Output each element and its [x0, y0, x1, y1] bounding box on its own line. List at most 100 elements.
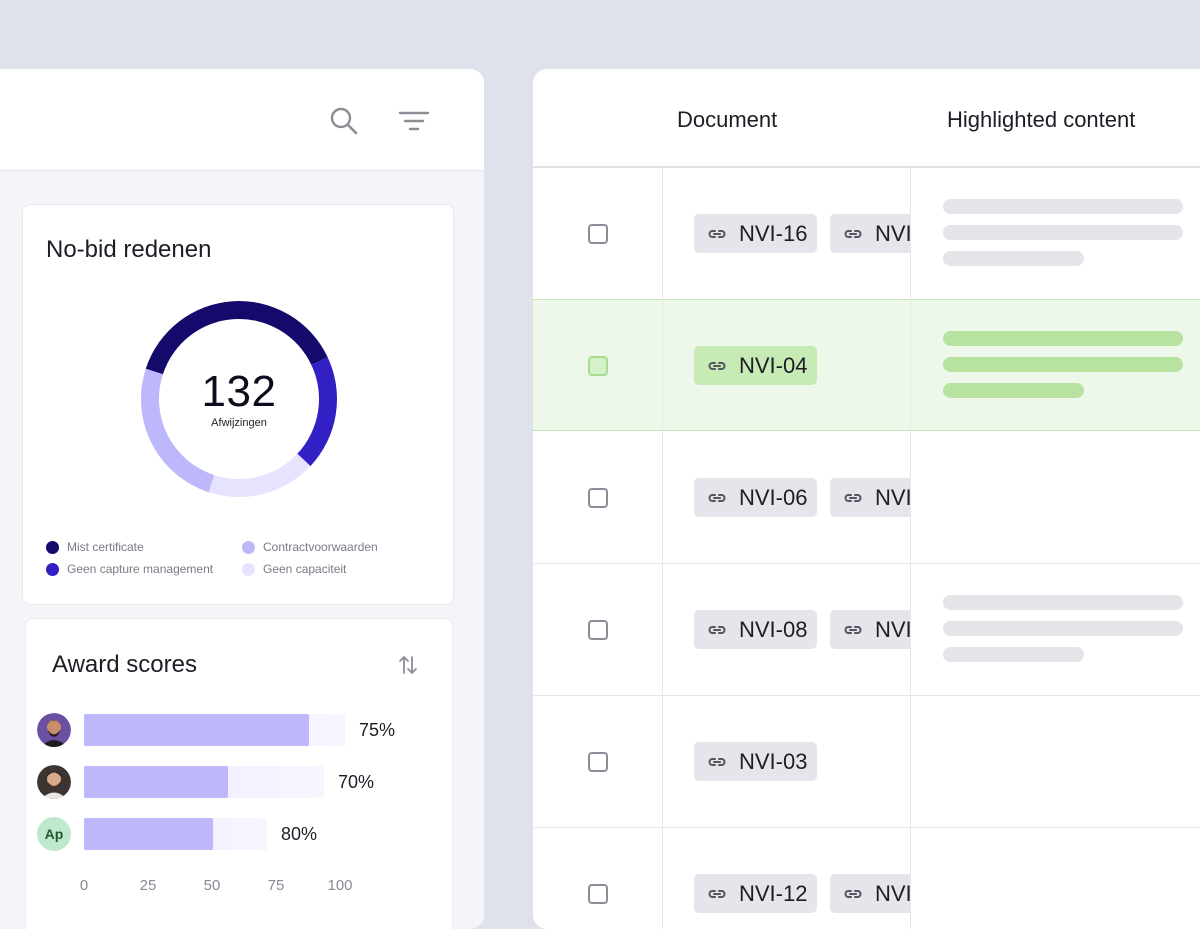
- link-icon: [708, 361, 726, 370]
- no-bid-donut-chart: 132 Afwijzingen: [129, 289, 349, 509]
- score-bar-fill: [84, 714, 309, 746]
- column-divider: [910, 168, 911, 929]
- content-placeholder-line: [943, 331, 1183, 346]
- legend-dot: [46, 562, 59, 576]
- axis-tick: 75: [267, 877, 285, 894]
- document-link-chip[interactable]: NVI: [830, 610, 910, 649]
- document-id: NVI-06: [739, 484, 808, 510]
- axis-tick: 25: [139, 877, 157, 894]
- legend-dot: [242, 540, 255, 554]
- avatar: [37, 765, 71, 799]
- score-bar-fill: [84, 766, 228, 798]
- document-link-chip[interactable]: NVI-06: [694, 478, 818, 517]
- document-id: NVI-12: [739, 880, 808, 906]
- table-row[interactable]: NVI-04: [533, 299, 1200, 431]
- column-divider: [662, 168, 663, 929]
- donut-slice[interactable]: [297, 357, 337, 467]
- donut-center: 132 Afwijzingen: [129, 289, 349, 509]
- axis-tick: 50: [203, 877, 221, 894]
- score-value: 80%: [281, 824, 318, 844]
- document-link-chip[interactable]: NVI: [830, 478, 910, 517]
- sort-arrows-icon[interactable]: [388, 645, 428, 685]
- legend-item: Mist certificate: [46, 539, 144, 555]
- avatar: [37, 713, 71, 747]
- link-icon: [708, 757, 726, 766]
- document-link-chip[interactable]: NVI-03: [694, 742, 818, 781]
- avatar-initials: Ap: [37, 817, 71, 851]
- row-checkbox[interactable]: [588, 752, 608, 772]
- row-checkbox[interactable]: [588, 356, 608, 376]
- donut-svg: [141, 300, 337, 497]
- legend-label: Mist certificate: [67, 540, 144, 554]
- link-icon: [708, 493, 726, 502]
- document-id: NVI-03: [739, 748, 808, 774]
- no-bid-card: No-bid redenen 132 Afwijzingen Mist cert…: [22, 204, 454, 605]
- document-id: NVI: [875, 220, 910, 246]
- row-checkbox[interactable]: [588, 488, 608, 508]
- legend-label: Contractvoorwaarden: [263, 540, 378, 554]
- link-icon: [708, 625, 726, 634]
- document-link-chip[interactable]: NVI-12: [694, 874, 818, 913]
- link-icon: [844, 625, 862, 634]
- document-cell: NVI-06 NVI: [662, 432, 910, 564]
- table-row[interactable]: NVI-06 NVI: [533, 432, 1200, 564]
- table-row[interactable]: NVI-08 NVI: [533, 564, 1200, 696]
- score-row: 70%: [37, 765, 437, 799]
- row-checkbox[interactable]: [588, 620, 608, 640]
- analytics-panel: No-bid redenen 132 Afwijzingen Mist cert…: [0, 69, 484, 929]
- legend-label: Geen capaciteit: [263, 562, 347, 576]
- table-row[interactable]: NVI-16 NVI: [533, 168, 1200, 300]
- document-id: NVI-16: [739, 220, 808, 246]
- score-value: 70%: [338, 772, 375, 792]
- document-link-chip[interactable]: NVI: [830, 874, 910, 913]
- document-id: NVI-04: [739, 352, 808, 378]
- legend-item: Geen capture management: [46, 561, 213, 577]
- document-link-chip[interactable]: NVI-08: [694, 610, 818, 649]
- link-icon: [708, 229, 726, 238]
- table-row[interactable]: NVI-03: [533, 696, 1200, 828]
- score-row: 75%: [37, 713, 437, 747]
- content-placeholder-line: [943, 251, 1084, 266]
- document-link-chip[interactable]: NVI-16: [694, 214, 818, 253]
- document-cell: NVI-12 NVI: [662, 828, 910, 929]
- donut-slice[interactable]: [141, 368, 215, 493]
- link-icon: [844, 493, 862, 502]
- donut-total: 132: [201, 367, 277, 416]
- document-id: NVI: [875, 484, 910, 510]
- column-header-document[interactable]: Document: [677, 107, 778, 132]
- document-cell: NVI-08 NVI: [662, 564, 910, 696]
- document-link-chip[interactable]: NVI: [830, 214, 910, 253]
- donut-total-label: Afwijzingen: [211, 417, 267, 429]
- link-icon: [844, 229, 862, 238]
- filter-icon[interactable]: [394, 101, 434, 141]
- legend-item: Contractvoorwaarden: [242, 539, 378, 555]
- score-row: Ap 80%: [37, 817, 437, 851]
- row-checkbox[interactable]: [588, 884, 608, 904]
- documents-table: Document Highlighted content NVI-16 NVI NV…: [533, 69, 1200, 929]
- score-bar-track: [84, 714, 345, 746]
- score-bar-fill: [84, 818, 213, 850]
- score-axis: 0 25 50 75 100: [80, 877, 353, 897]
- column-header-highlighted-content[interactable]: Highlighted content: [947, 107, 1136, 132]
- axis-tick: 0: [79, 877, 89, 894]
- legend-dot: [242, 562, 255, 576]
- search-icon[interactable]: [324, 101, 364, 141]
- legend-dot: [46, 540, 59, 554]
- document-id: NVI: [875, 616, 910, 642]
- row-checkbox[interactable]: [588, 224, 608, 244]
- score-value: 75%: [359, 720, 396, 740]
- document-cell: NVI-04: [662, 300, 910, 432]
- document-link-chip[interactable]: NVI-04: [694, 346, 818, 385]
- table-header: Document Highlighted content: [533, 69, 1200, 168]
- content-placeholder-line: [943, 647, 1084, 662]
- table-row[interactable]: NVI-12 NVI: [533, 828, 1200, 929]
- award-scores-card: Award scores 75% 70% Ap 80% 0 25 50: [25, 618, 453, 929]
- award-scores-title: Award scores: [52, 651, 197, 678]
- legend-item: Geen capaciteit: [242, 561, 346, 577]
- content-placeholder-line: [943, 357, 1183, 372]
- donut-slice[interactable]: [145, 300, 328, 375]
- document-cell: NVI-16 NVI: [662, 168, 910, 300]
- donut-slice[interactable]: [208, 453, 311, 497]
- no-bid-title: No-bid redenen: [46, 236, 212, 263]
- score-bar-track: [84, 766, 324, 798]
